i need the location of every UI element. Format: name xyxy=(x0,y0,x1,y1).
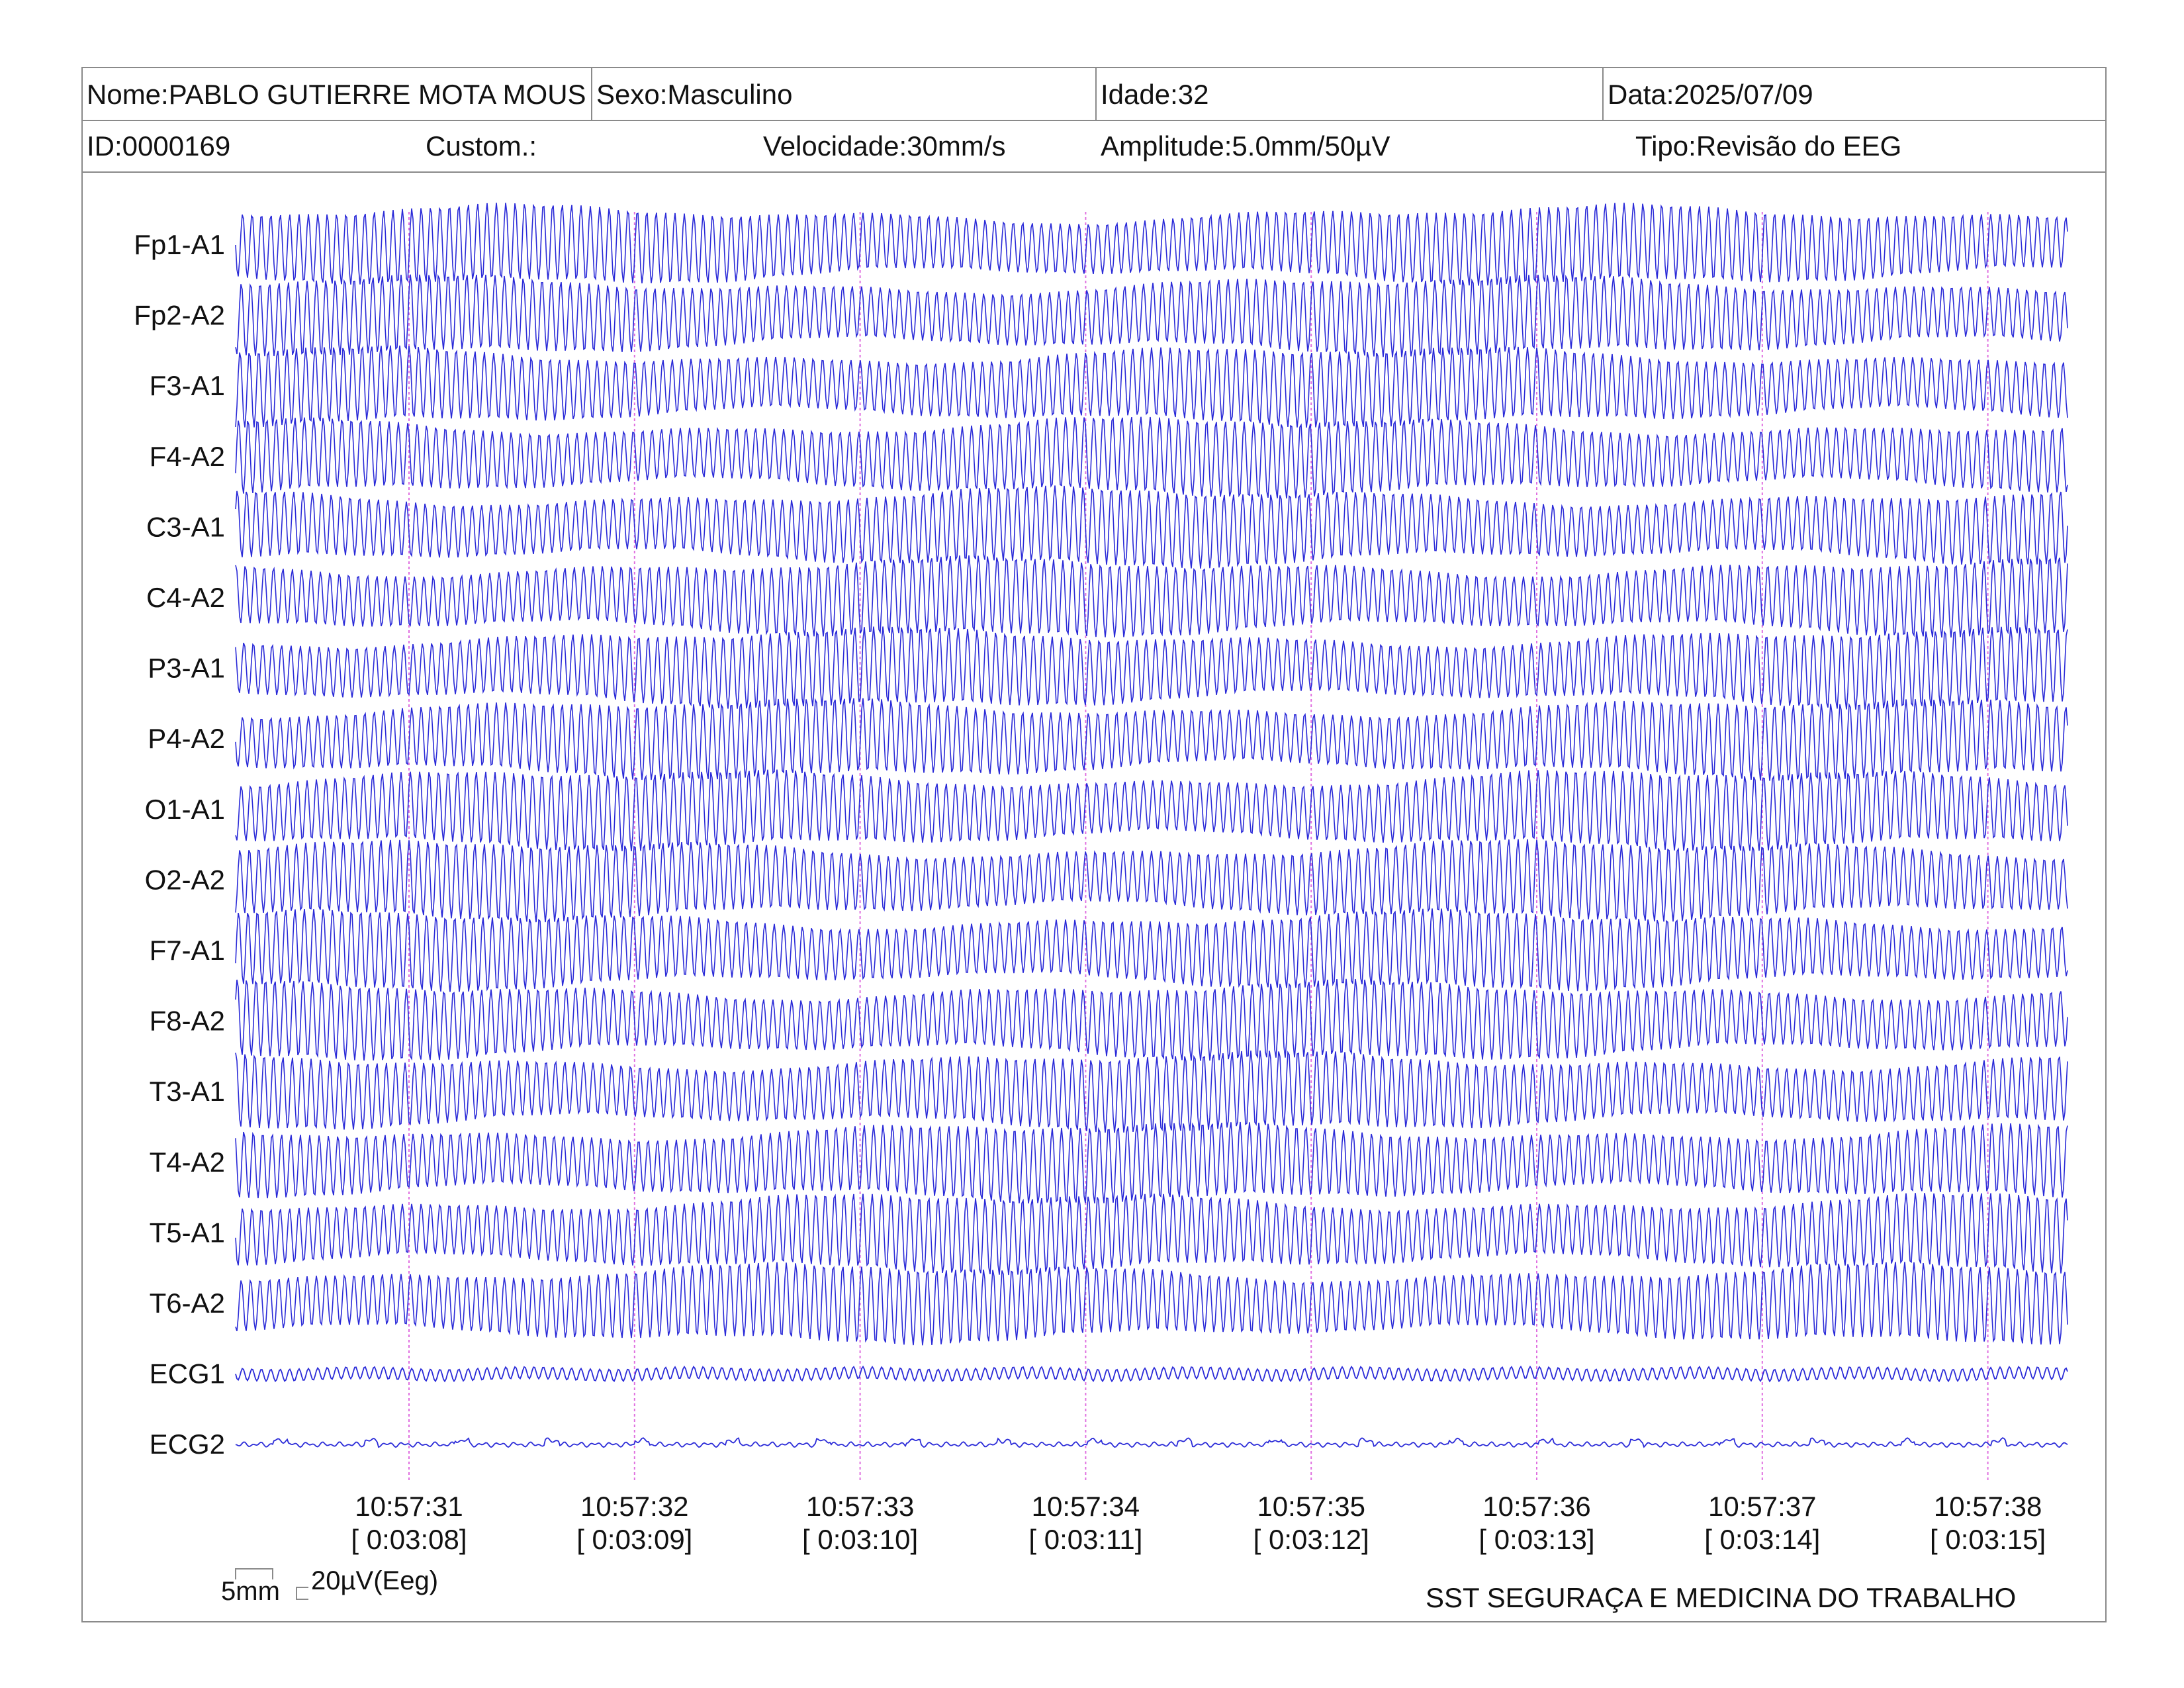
time-mark-elapsed: [ 0:03:15] xyxy=(1930,1524,2046,1555)
channel-label: T5-A1 xyxy=(150,1217,225,1248)
channel-label: P3-A1 xyxy=(148,653,225,684)
channel-label: ECG2 xyxy=(150,1429,225,1460)
time-mark-clock: 10:57:35 xyxy=(1257,1491,1365,1522)
channel-label: Fp2-A2 xyxy=(134,300,225,331)
channel-label: F7-A1 xyxy=(150,935,225,966)
time-mark-elapsed: [ 0:03:14] xyxy=(1704,1524,1820,1555)
eeg-trace xyxy=(235,978,2068,1061)
eeg-trace xyxy=(235,203,2068,286)
time-mark-clock: 10:57:36 xyxy=(1482,1491,1591,1522)
time-mark-clock: 10:57:38 xyxy=(1934,1491,2042,1522)
channel-label: O1-A1 xyxy=(145,794,225,825)
time-mark-clock: 10:57:32 xyxy=(580,1491,689,1522)
time-mark-elapsed: [ 0:03:08] xyxy=(351,1524,467,1555)
time-mark-clock: 10:57:33 xyxy=(806,1491,915,1522)
eeg-trace xyxy=(235,416,2068,498)
channel-label: F4-A2 xyxy=(150,441,225,472)
eeg-report-sheet: Nome:PABLO GUTIERRE MOTA MOUS Sexo:Mascu… xyxy=(81,67,2107,1622)
eeg-trace xyxy=(235,485,2068,569)
header-divider xyxy=(1602,68,1604,120)
custom-field: Custom.: xyxy=(426,130,537,162)
eeg-trace xyxy=(235,1121,2068,1204)
patient-name: Nome:PABLO GUTIERRE MOTA MOUS xyxy=(87,79,586,110)
channel-label: ECG1 xyxy=(150,1358,225,1389)
eeg-trace xyxy=(235,769,2068,851)
time-mark-elapsed: [ 0:03:09] xyxy=(576,1524,692,1555)
channel-label: C3-A1 xyxy=(146,511,225,542)
eeg-trace xyxy=(235,626,2068,710)
exam-type: Tipo:Revisão do EEG xyxy=(1635,130,1902,162)
eeg-trace xyxy=(235,1437,2068,1448)
paper-speed: Velocidade:30mm/s xyxy=(763,130,1006,162)
eeg-trace xyxy=(235,1050,2068,1133)
eeg-trace xyxy=(235,908,2068,992)
eeg-trace xyxy=(235,274,2068,357)
eeg-trace xyxy=(235,555,2068,638)
time-mark-elapsed: [ 0:03:11] xyxy=(1028,1524,1142,1555)
header-row-recording: ID:0000169 Custom.: Velocidade:30mm/s Am… xyxy=(83,120,2105,173)
eeg-trace xyxy=(235,839,2068,923)
patient-age: Idade:32 xyxy=(1101,79,1209,110)
amplitude-setting: Amplitude:5.0mm/50µV xyxy=(1101,130,1390,162)
amplitude-scale-label: 20µV(Eeg) xyxy=(311,1566,439,1595)
channel-label: F3-A1 xyxy=(150,370,225,401)
channel-label: T6-A2 xyxy=(150,1288,225,1319)
time-mark-elapsed: [ 0:03:12] xyxy=(1253,1524,1369,1555)
company-name: SST SEGURAÇA E MEDICINA DO TRABALHO xyxy=(1426,1582,2017,1613)
channel-label: T4-A2 xyxy=(150,1147,225,1178)
time-mark-elapsed: [ 0:03:10] xyxy=(802,1524,918,1555)
time-mark-clock: 10:57:37 xyxy=(1708,1491,1817,1522)
channel-label: O2-A2 xyxy=(145,864,225,895)
eeg-trace xyxy=(235,698,2068,781)
channel-label: P4-A2 xyxy=(148,723,225,754)
patient-id: ID:0000169 xyxy=(87,130,231,162)
channel-label: Fp1-A1 xyxy=(134,229,225,260)
channel-label: C4-A2 xyxy=(146,582,225,613)
header-divider xyxy=(1095,68,1097,120)
header-divider xyxy=(591,68,592,120)
eeg-trace xyxy=(235,345,2068,428)
recording-date: Data:2025/07/09 xyxy=(1608,79,1813,110)
eeg-trace xyxy=(235,1365,2068,1383)
eeg-trace xyxy=(235,1192,2068,1276)
patient-sex: Sexo:Masculino xyxy=(596,79,793,110)
header-row-patient: Nome:PABLO GUTIERRE MOTA MOUS Sexo:Mascu… xyxy=(83,68,2105,121)
channel-label: F8-A2 xyxy=(150,1006,225,1037)
time-scale-label: 5mm xyxy=(221,1577,280,1606)
time-mark-clock: 10:57:31 xyxy=(355,1491,463,1522)
time-mark-clock: 10:57:34 xyxy=(1032,1491,1140,1522)
channel-label: T3-A1 xyxy=(150,1076,225,1107)
time-mark-elapsed: [ 0:03:13] xyxy=(1479,1524,1594,1555)
eeg-trace xyxy=(235,1262,2068,1346)
